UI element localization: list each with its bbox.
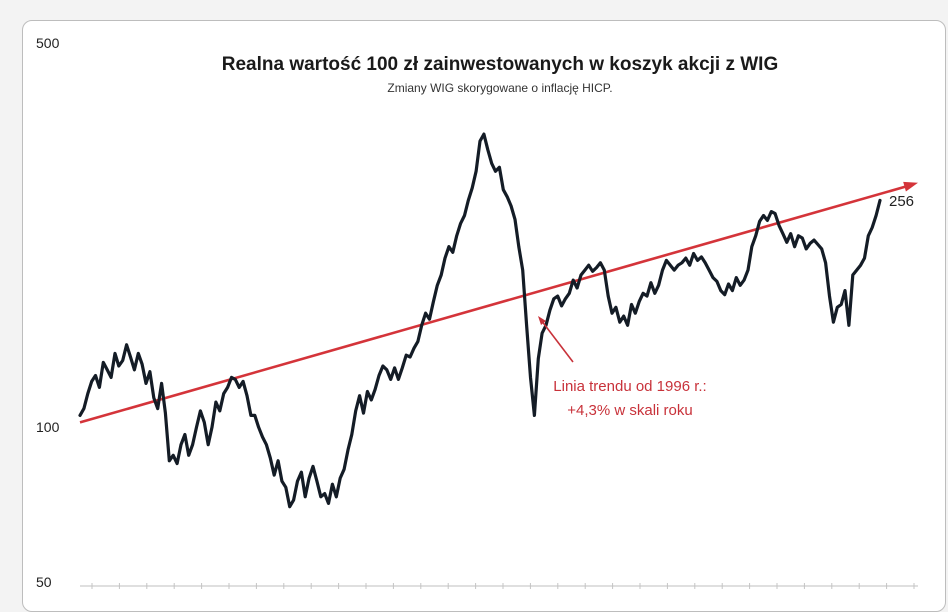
chart-subtitle: Zmiany WIG skorygowane o inflację HICP. (387, 81, 612, 95)
y-tick-500: 500 (36, 35, 60, 51)
trend-line (79, 183, 913, 424)
end-value-label: 256 (889, 193, 914, 210)
y-tick-100: 100 (36, 419, 60, 435)
wig-real-value-line (78, 132, 882, 509)
chart-title: Realna wartość 100 zł zainwestowanych w … (222, 54, 779, 75)
chart-frame (22, 20, 946, 612)
annotation-arrow (540, 319, 574, 363)
y-tick-50: 50 (36, 574, 52, 590)
annotation-arrowhead (538, 316, 546, 325)
x-axis-tickmarks (91, 583, 915, 589)
annotation-line2: +4,3% w skali roku (567, 402, 692, 419)
annotation-line1: Linia trendu od 1996 r.: (553, 378, 706, 395)
trend-arrowhead (903, 181, 918, 192)
chart-svg: Realna wartość 100 zł zainwestowanych w … (36, 35, 918, 590)
